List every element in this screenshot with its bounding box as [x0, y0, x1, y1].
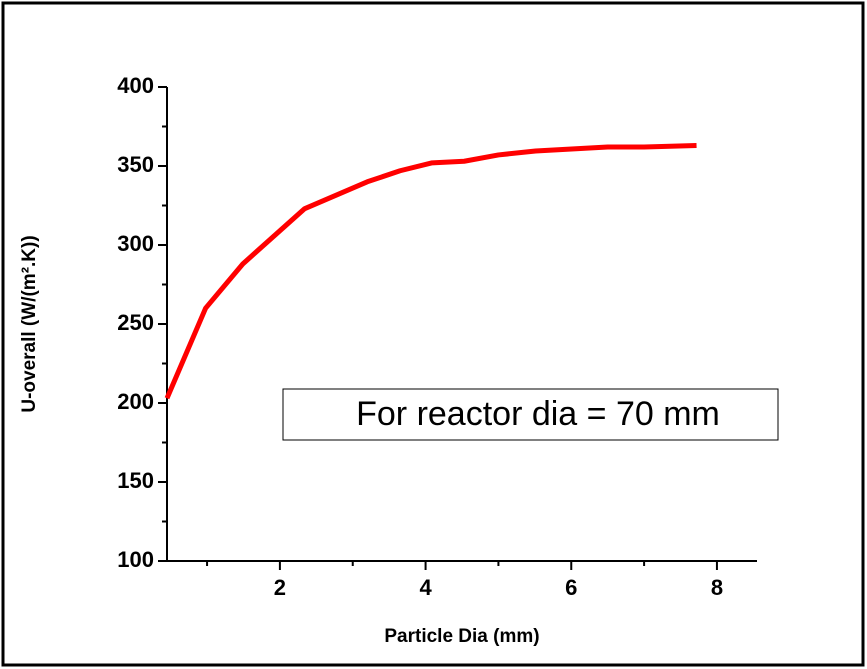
- annotation: For reactor dia = 70 mm: [356, 395, 720, 433]
- x-axis-label: Particle Dia (mm): [384, 626, 539, 647]
- y-tick-label: 100: [117, 547, 154, 572]
- x-tick-label: 2: [274, 575, 286, 600]
- x-tick-label: 6: [565, 575, 577, 600]
- x-tick-label: 4: [419, 575, 432, 600]
- y-tick-label: 350: [117, 152, 154, 177]
- x-tick-label: 8: [711, 575, 723, 600]
- y-axis-label: U-overall (W/(m².K)): [19, 235, 40, 412]
- y-tick-label: 200: [117, 389, 154, 414]
- y-tick-label: 400: [117, 73, 154, 98]
- data-line: [164, 142, 697, 400]
- y-tick-label: 250: [117, 310, 154, 335]
- y-tick-label: 300: [117, 231, 154, 256]
- y-tick-label: 150: [117, 468, 154, 493]
- annotation-box: [282, 388, 779, 441]
